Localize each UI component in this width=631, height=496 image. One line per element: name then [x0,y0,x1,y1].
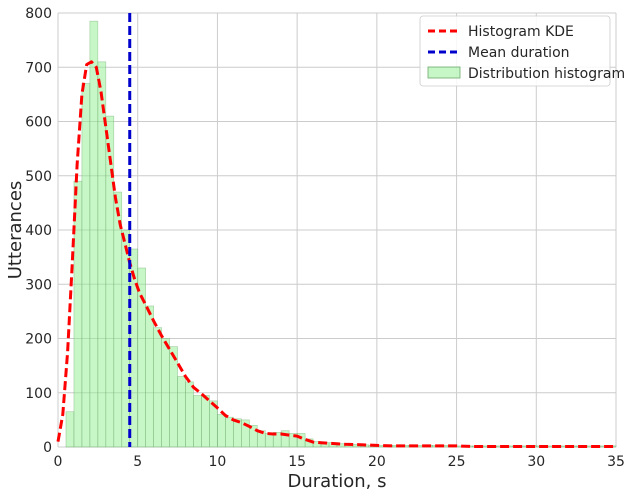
histogram-bar [89,20,99,448]
legend-mean-label: Mean duration [468,45,570,61]
x-tick-label: 15 [288,454,306,470]
x-tick-label: 30 [527,454,545,470]
x-tick-label: 10 [209,454,227,470]
series-lines [56,13,616,448]
y-tick-label: 500 [25,169,52,185]
legend: Histogram KDE Mean duration Distribution… [419,15,625,87]
histogram-bar [105,115,115,448]
histogram-bar [65,411,75,448]
tick-labels: 0 5 10 15 20 25 30 35 0 100 200 300 400 500 600 700 800 [25,6,625,470]
x-tick-label: 20 [368,454,386,470]
legend-histogram-label: Distribution histogram [468,66,625,82]
y-tick-label: 0 [43,440,52,456]
x-tick-label: 5 [133,454,142,470]
histogram-bar [169,346,178,448]
histogram-bar [145,305,154,448]
x-tick-label: 25 [448,454,466,470]
histogram-bars [65,20,617,448]
histogram-bar [201,395,210,448]
y-tick-label: 300 [25,277,52,293]
legend-box [419,15,611,87]
histogram-bar [264,433,274,448]
y-tick-label: 600 [25,115,52,131]
histogram-bar [153,327,162,448]
x-axis-label: Duration, s [288,471,387,492]
histogram-bar [113,191,123,448]
y-tick-label: 100 [25,386,52,402]
y-tick-label: 800 [25,6,52,22]
y-tick-label: 200 [25,332,52,348]
x-tick-label: 0 [54,454,63,470]
histogram-bar [217,414,226,448]
x-tick-label: 35 [607,454,625,470]
legend-histogram-swatch [427,66,461,79]
histogram-bar [81,83,91,448]
y-tick-label: 700 [25,60,52,76]
y-axis-label: Utterances [5,181,26,280]
histogram-bar [225,416,234,448]
kde-line [56,60,616,448]
histogram-bar [185,381,194,448]
y-tick-label: 400 [25,223,52,239]
histogram-bar [233,418,242,448]
legend-kde-label: Histogram KDE [468,24,574,40]
histogram-bar [177,376,186,448]
histogram-bar [193,395,202,448]
histogram-bar [161,338,170,448]
